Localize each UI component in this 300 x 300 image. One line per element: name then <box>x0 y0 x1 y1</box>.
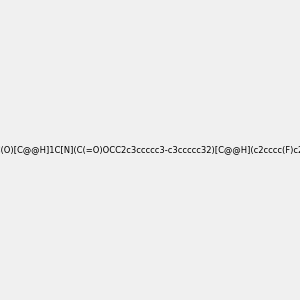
Text: O=C(O)[C@@H]1C[N](C(=O)OCC2c3ccccc3-c3ccccc32)[C@@H](c2cccc(F)c2)C1: O=C(O)[C@@H]1C[N](C(=O)OCC2c3ccccc3-c3cc… <box>0 146 300 154</box>
